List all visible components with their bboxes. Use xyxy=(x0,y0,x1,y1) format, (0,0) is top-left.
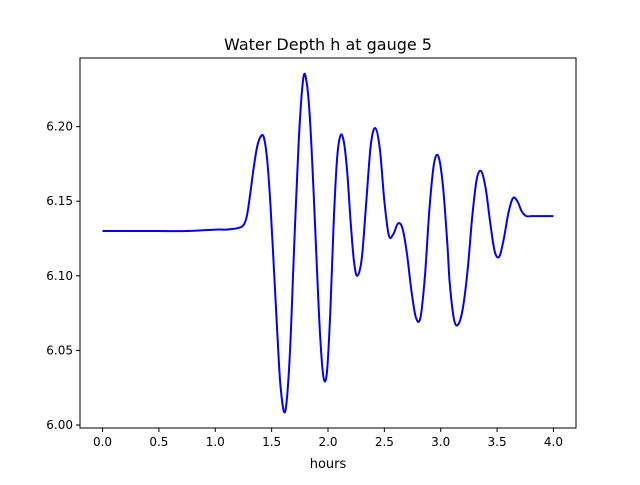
y-tick-label: 6.15 xyxy=(46,194,73,208)
x-tick-label: 3.0 xyxy=(431,435,450,449)
y-tick-label: 6.10 xyxy=(46,269,73,283)
y-tick-label: 6.05 xyxy=(46,343,73,357)
x-tick-label: 0.5 xyxy=(149,435,168,449)
x-tick-label: 2.0 xyxy=(318,435,337,449)
series-line xyxy=(102,72,554,414)
x-tick-label: 0.0 xyxy=(93,435,112,449)
plot-frame xyxy=(79,57,577,429)
series-layer xyxy=(102,72,554,414)
x-tick-label: 4.0 xyxy=(544,435,563,449)
x-tick-label: 1.5 xyxy=(262,435,281,449)
x-tick-label: 3.5 xyxy=(488,435,507,449)
chart-title: Water Depth h at gauge 5 xyxy=(224,35,432,54)
x-tick-label: 1.0 xyxy=(206,435,225,449)
x-axis-label: hours xyxy=(310,457,347,472)
x-axis-ticks: 0.0 0.5 1.0 1.5 2.0 2.5 3.0 3.5 4.0 xyxy=(93,428,563,449)
y-tick-label: 6.20 xyxy=(46,120,73,134)
x-tick-label: 2.5 xyxy=(375,435,394,449)
y-tick-label: 6.00 xyxy=(46,418,73,432)
y-axis-ticks: 6.00 6.05 6.10 6.15 6.20 xyxy=(46,120,80,432)
